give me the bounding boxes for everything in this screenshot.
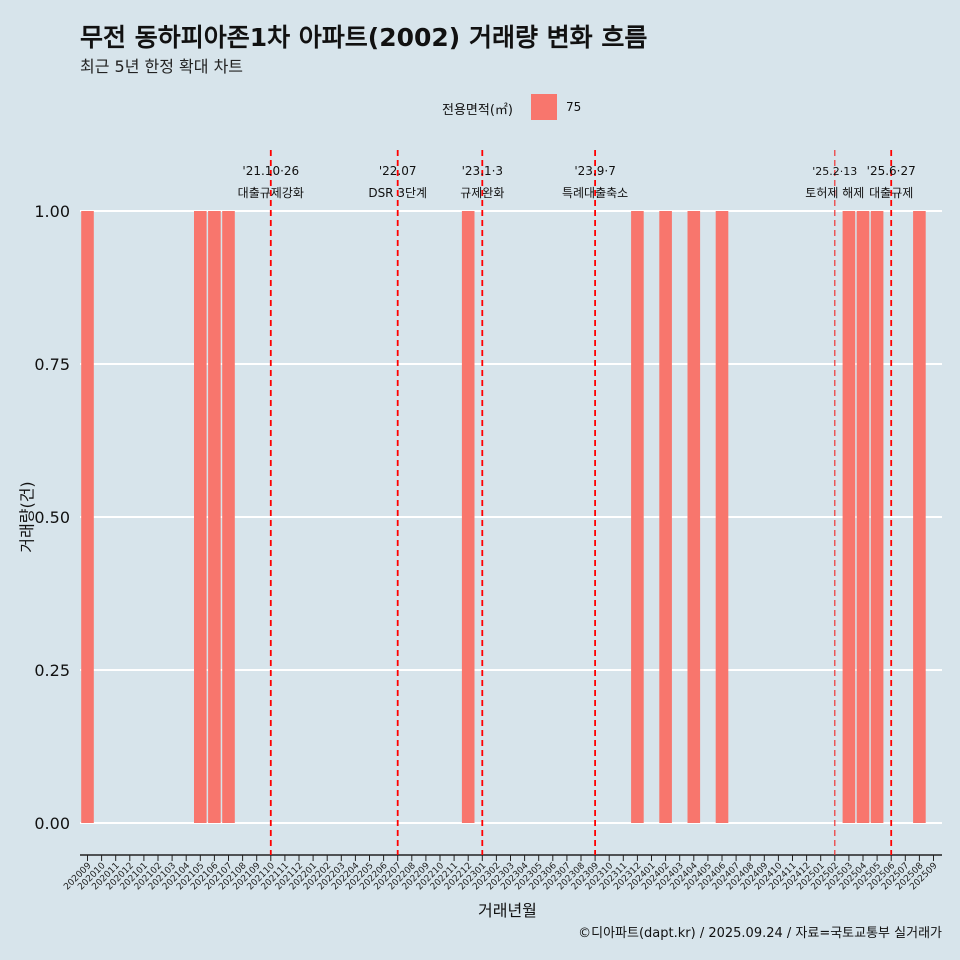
event-date: '23.9·7 bbox=[574, 164, 615, 178]
event-label: DSR 3단계 bbox=[368, 186, 427, 200]
bar bbox=[208, 211, 221, 823]
bar bbox=[222, 211, 235, 823]
event-date: '22.07 bbox=[379, 164, 417, 178]
legend-title: 전용면적(㎡) bbox=[442, 103, 513, 118]
event-date: '23.1·3 bbox=[462, 164, 503, 178]
chart-subtitle: 최근 5년 한정 확대 차트 bbox=[80, 57, 244, 76]
bar bbox=[687, 211, 701, 823]
bar bbox=[870, 211, 884, 823]
event-label: 대출규제강화 bbox=[238, 186, 304, 200]
y-tick-label: 0.50 bbox=[34, 508, 70, 527]
bar bbox=[461, 211, 475, 823]
bar bbox=[81, 211, 94, 823]
event-label: 특례대출축소 bbox=[562, 186, 628, 200]
event-label: 토허제 해제 bbox=[805, 186, 864, 200]
event-date: '25.2·13 bbox=[812, 165, 857, 178]
bar bbox=[913, 211, 926, 823]
y-tick-label: 0.75 bbox=[34, 355, 70, 374]
y-tick-label: 0.00 bbox=[34, 814, 70, 833]
bar bbox=[856, 211, 870, 823]
event-label: 대출규제 bbox=[869, 186, 913, 200]
x-axis-label: 거래년월 bbox=[478, 901, 537, 920]
bar bbox=[631, 211, 644, 823]
chart-title: 무전 동하피아존1차 아파트(2002) 거래량 변화 흐름 bbox=[80, 23, 648, 52]
event-date: '25.6·27 bbox=[867, 164, 916, 178]
y-tick-label: 1.00 bbox=[34, 202, 70, 221]
event-label: 규제완화 bbox=[460, 186, 504, 200]
source-caption: ©디아파트(dapt.kr) / 2025.09.24 / 자료=국토교통부 실… bbox=[578, 926, 942, 941]
legend-label: 75 bbox=[566, 100, 582, 114]
legend-swatch bbox=[531, 94, 557, 120]
bar bbox=[842, 211, 856, 823]
bar bbox=[715, 211, 729, 823]
event-date: '21.10·26 bbox=[242, 164, 299, 178]
bar bbox=[659, 211, 672, 823]
bar bbox=[194, 211, 207, 823]
y-tick-label: 0.25 bbox=[34, 661, 70, 680]
